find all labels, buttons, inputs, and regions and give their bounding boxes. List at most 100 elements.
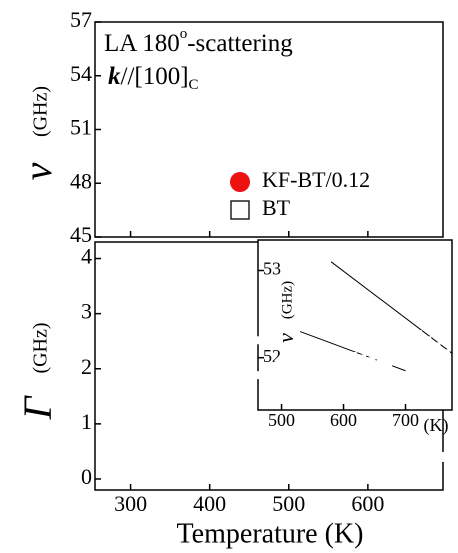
data-point <box>133 165 144 176</box>
y-axis-label: ν (GHz) <box>273 281 298 343</box>
data-point <box>426 106 437 117</box>
data-point <box>331 105 342 116</box>
data-point <box>187 347 198 358</box>
data-point <box>165 434 176 445</box>
data-point <box>339 350 348 359</box>
data-point <box>394 106 405 117</box>
data-point <box>216 120 227 131</box>
data-point <box>358 299 367 308</box>
data-point <box>430 97 441 108</box>
data-point <box>216 448 227 459</box>
legend-marker <box>230 200 250 220</box>
data-point <box>362 105 373 116</box>
data-point <box>366 94 377 105</box>
data-point <box>384 362 393 371</box>
y-tick-label: 45 <box>70 222 92 247</box>
data-point <box>125 180 136 191</box>
x-tick-label: 600 <box>330 410 357 430</box>
data-point <box>367 357 376 366</box>
data-point <box>390 95 401 106</box>
annotation-part: o <box>180 26 188 42</box>
legend-marker <box>230 172 250 192</box>
annotation: LA 180o-scattering <box>104 26 293 56</box>
data-point <box>204 446 215 457</box>
data-point <box>307 451 318 462</box>
data-point <box>293 351 302 360</box>
data-point <box>188 120 199 131</box>
data-point <box>267 106 278 117</box>
data-point <box>256 336 265 345</box>
data-point <box>147 421 158 432</box>
data-point <box>214 434 225 445</box>
data-point <box>109 197 120 208</box>
data-point <box>204 115 215 126</box>
y-axis-label: ν (GHz) <box>15 86 60 180</box>
data-point <box>165 133 176 144</box>
data-point <box>395 318 404 327</box>
data-point <box>186 167 197 178</box>
data-point <box>190 377 201 388</box>
data-point <box>240 445 251 456</box>
data-point <box>339 292 348 301</box>
annotation-part: -scattering <box>187 30 293 57</box>
data-point <box>302 349 311 358</box>
data-point <box>295 97 306 108</box>
data-point <box>188 363 199 374</box>
x-axis-label: (K) <box>424 415 449 436</box>
data-point <box>311 292 320 301</box>
data-point <box>202 137 213 148</box>
data-point <box>386 314 395 323</box>
data-point <box>299 105 310 116</box>
data-point <box>378 105 389 116</box>
y-label-symbol: Γ <box>15 394 60 420</box>
data-point <box>413 330 422 339</box>
data-point <box>418 453 429 464</box>
data-point <box>311 348 320 357</box>
data-point <box>180 440 191 451</box>
data-point <box>283 99 294 110</box>
data-point <box>201 419 212 430</box>
legend-label: KF-BT/0.12 <box>262 167 370 192</box>
data-point <box>208 429 219 440</box>
data-point <box>195 405 206 416</box>
y-tick-label: 48 <box>70 168 92 193</box>
data-point <box>320 348 329 357</box>
data-point <box>348 296 357 305</box>
data-point <box>260 103 271 113</box>
y-tick-label: 51 <box>70 115 92 140</box>
data-point <box>271 101 282 112</box>
data-point <box>196 117 207 128</box>
x-tick-label: 700 <box>392 410 419 430</box>
data-point <box>423 336 432 345</box>
data-point <box>129 172 140 183</box>
x-tick-label: 500 <box>272 491 305 516</box>
data-point <box>122 187 133 198</box>
data-point <box>133 394 144 405</box>
x-tick-label: 500 <box>268 410 295 430</box>
plot-frame <box>257 239 453 411</box>
data-point <box>402 453 413 464</box>
data-point <box>283 450 294 461</box>
data-point <box>293 298 302 307</box>
annotation-part: LA 180 <box>104 30 180 57</box>
data-point <box>404 324 413 333</box>
data-point <box>330 349 339 358</box>
y-label-unit: (GHz) <box>30 322 52 373</box>
data-point <box>228 449 239 460</box>
data-point <box>378 94 389 105</box>
data-point <box>354 452 365 463</box>
y-tick-label: 53 <box>263 259 281 279</box>
legend-label: BT <box>262 195 291 220</box>
data-point <box>192 388 203 399</box>
data-point <box>283 355 292 364</box>
data-point <box>220 438 231 449</box>
data-point <box>208 128 219 139</box>
data-point <box>260 451 271 462</box>
direction-part: //[100] <box>121 63 189 90</box>
data-point <box>441 349 450 358</box>
data-point <box>256 371 265 380</box>
data-point <box>315 105 326 116</box>
data-point <box>119 319 130 330</box>
y-label-symbol: ν <box>15 162 60 180</box>
data-point <box>347 105 358 116</box>
